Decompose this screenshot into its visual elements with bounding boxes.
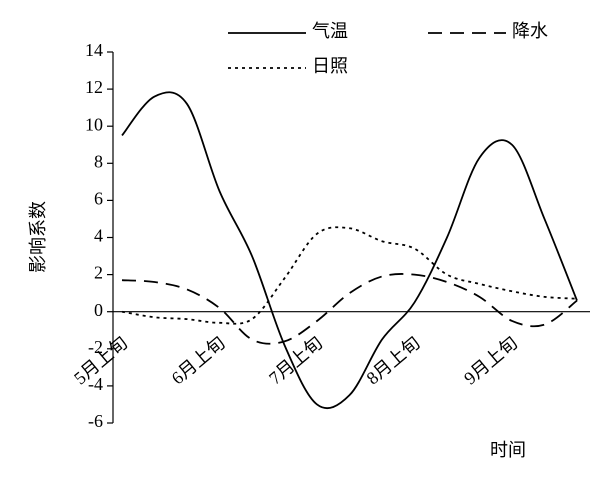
y-tick-label: 10 <box>85 114 103 134</box>
y-tick-label: 8 <box>94 151 103 171</box>
y-tick-label: -4 <box>88 374 103 394</box>
y-tick-label: 12 <box>85 77 103 97</box>
legend-label: 降水 <box>512 21 548 41</box>
legend-label: 气温 <box>312 21 348 41</box>
x-tick-label: 8月上旬 <box>363 333 424 389</box>
y-tick-label: -6 <box>88 411 103 431</box>
y-tick-label: -2 <box>88 337 103 357</box>
y-tick-label: 6 <box>94 189 103 209</box>
x-tick-label: 6月上旬 <box>168 333 229 389</box>
x-tick-label: 9月上旬 <box>460 333 521 389</box>
y-tick-label: 14 <box>85 40 103 60</box>
line-series <box>121 91 578 409</box>
line-series <box>121 273 578 345</box>
y-axis-label: 影响系数 <box>28 201 48 273</box>
line-series <box>121 226 578 325</box>
legend-label: 日照 <box>312 56 348 76</box>
x-axis-label: 时间 <box>490 440 526 460</box>
y-tick-label: 0 <box>94 300 103 320</box>
y-tick-label: 4 <box>94 226 103 246</box>
y-tick-label: 2 <box>94 263 103 283</box>
x-tick-label: 7月上旬 <box>265 333 326 389</box>
